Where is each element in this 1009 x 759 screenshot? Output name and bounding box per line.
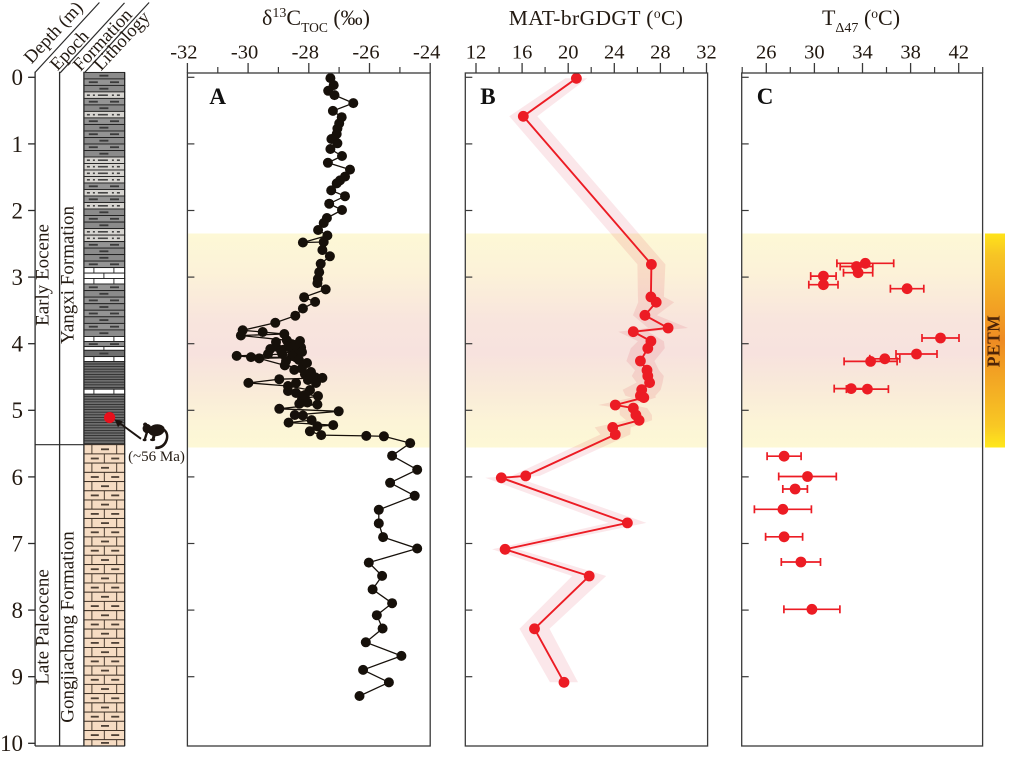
- svg-text:PETM: PETM: [984, 315, 1004, 368]
- svg-text:34: 34: [852, 42, 873, 64]
- svg-text:2: 2: [12, 198, 24, 223]
- svg-text:-32: -32: [170, 42, 197, 64]
- svg-text:Gongjiachong Formation: Gongjiachong Formation: [58, 531, 79, 723]
- svg-text:Yangxi Formation: Yangxi Formation: [58, 206, 79, 344]
- svg-text:0: 0: [12, 65, 24, 90]
- svg-text:B: B: [480, 84, 495, 109]
- svg-text:42: 42: [948, 42, 969, 64]
- svg-text:MAT-brGDGT (oC): MAT-brGDGT (oC): [509, 6, 684, 30]
- svg-text:-30: -30: [231, 42, 258, 64]
- svg-text:26: 26: [756, 42, 777, 64]
- svg-text:-24: -24: [413, 42, 440, 64]
- svg-text:6: 6: [12, 465, 24, 490]
- svg-text:3: 3: [12, 265, 24, 290]
- svg-text:16: 16: [512, 42, 533, 64]
- svg-text:4: 4: [12, 332, 24, 357]
- svg-text:Early Eocene: Early Eocene: [33, 224, 54, 326]
- svg-text:20: 20: [558, 42, 579, 64]
- svg-text:12: 12: [466, 42, 487, 64]
- svg-text:(~56 Ma): (~56 Ma): [128, 449, 185, 465]
- svg-text:9: 9: [12, 665, 24, 690]
- svg-text:5: 5: [12, 398, 24, 423]
- svg-text:30: 30: [804, 42, 825, 64]
- svg-text:A: A: [209, 84, 226, 109]
- svg-text:32: 32: [696, 42, 717, 64]
- svg-text:10: 10: [0, 731, 23, 756]
- svg-text:C: C: [757, 84, 774, 109]
- svg-text:38: 38: [900, 42, 921, 64]
- svg-text:-28: -28: [292, 42, 319, 64]
- svg-text:8: 8: [12, 598, 24, 623]
- svg-text:1: 1: [12, 132, 24, 157]
- svg-text:24: 24: [604, 42, 625, 64]
- svg-text:-26: -26: [352, 42, 379, 64]
- svg-text:28: 28: [650, 42, 671, 64]
- svg-text:Late Paleocene: Late Paleocene: [33, 569, 54, 685]
- svg-text:7: 7: [12, 531, 24, 556]
